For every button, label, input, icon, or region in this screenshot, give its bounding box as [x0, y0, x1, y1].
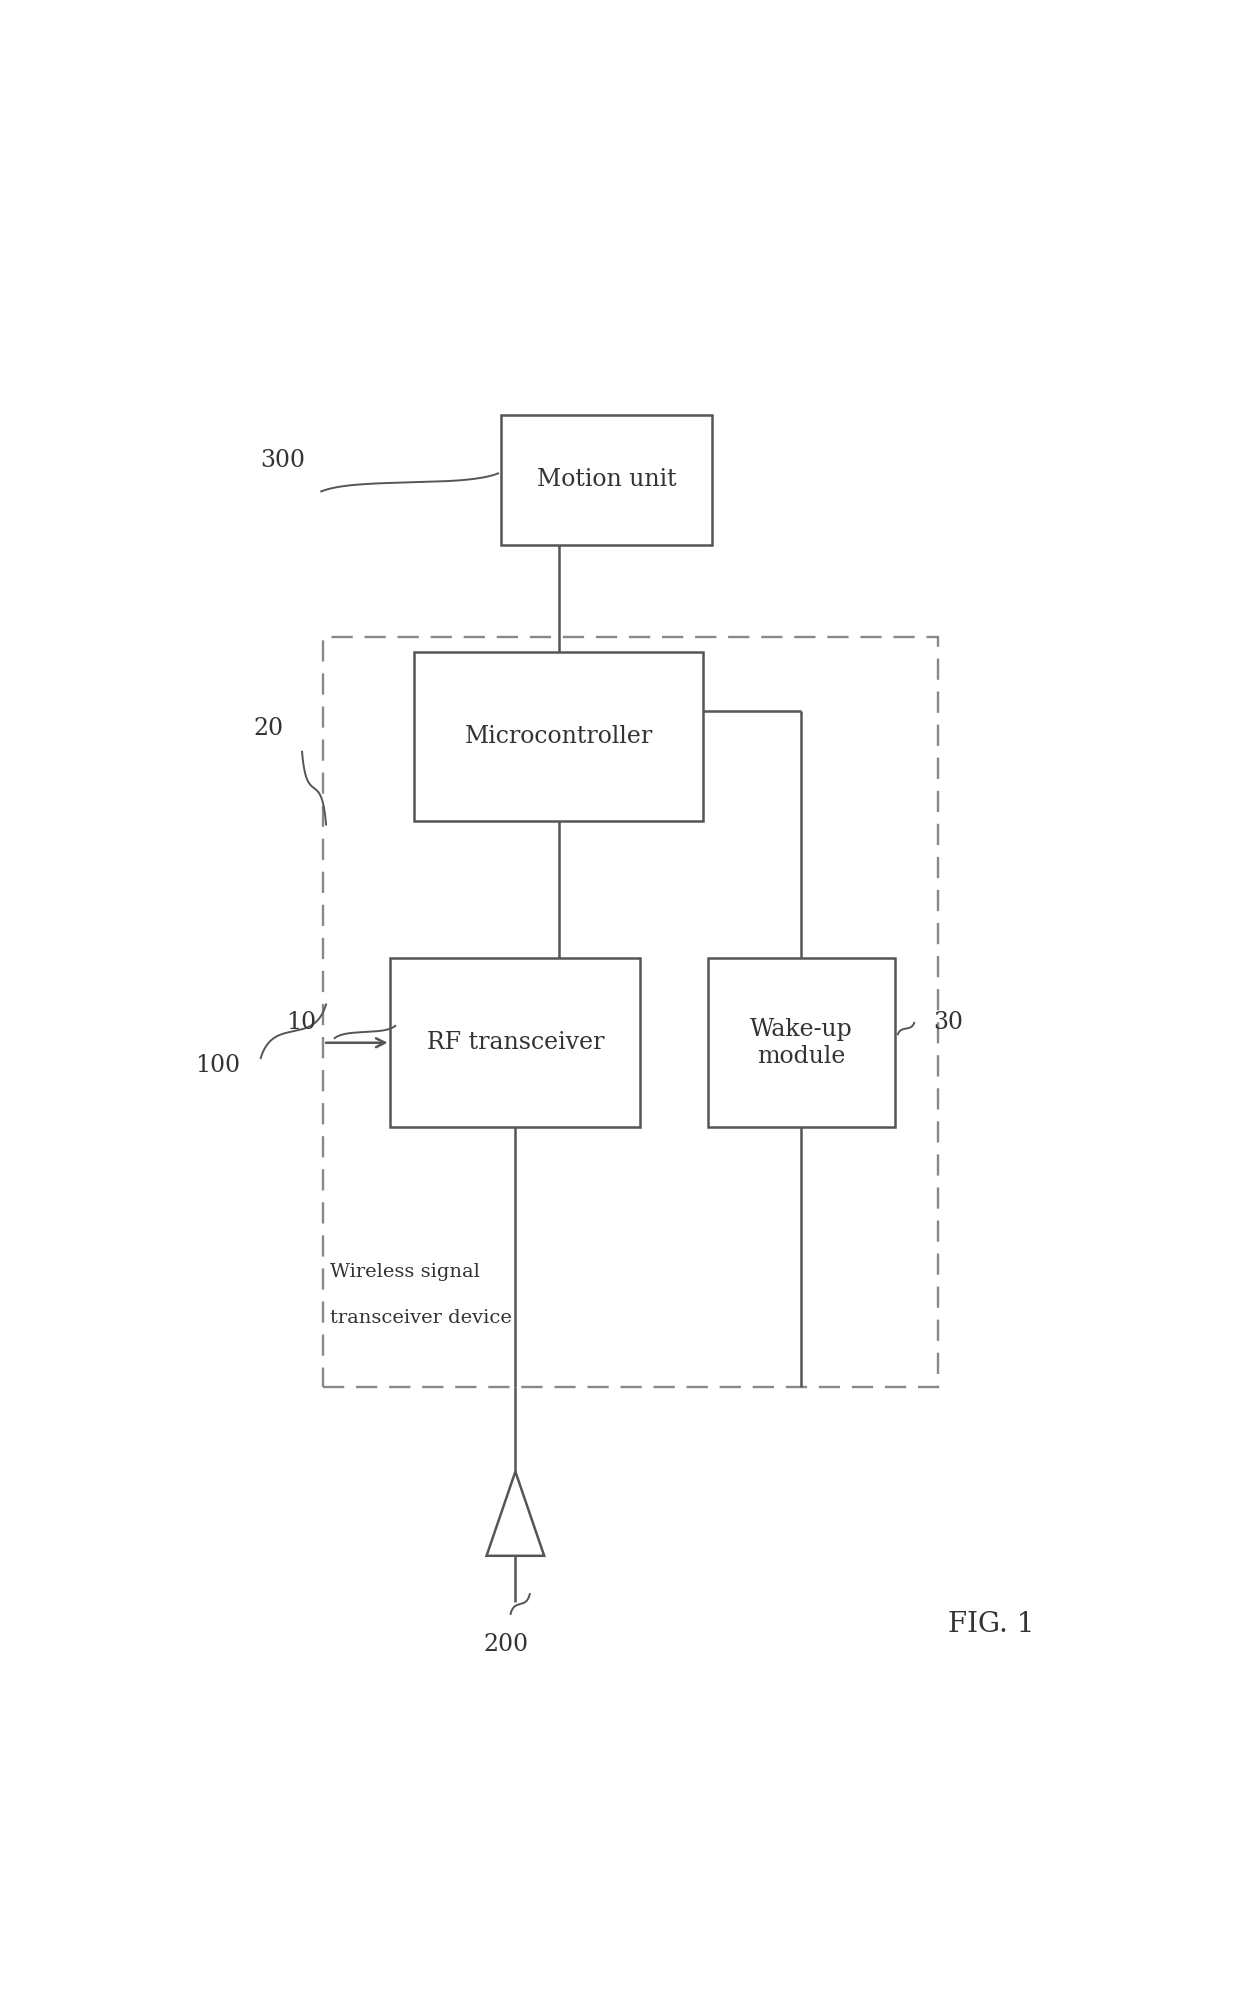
Text: 200: 200	[484, 1633, 528, 1657]
Text: Wireless signal: Wireless signal	[330, 1263, 480, 1281]
Text: Wake-up
module: Wake-up module	[750, 1018, 853, 1068]
Text: RF transceiver: RF transceiver	[427, 1030, 604, 1054]
Text: transceiver device: transceiver device	[330, 1309, 512, 1327]
Text: 10: 10	[286, 1010, 316, 1034]
Text: 20: 20	[253, 718, 284, 740]
Text: 100: 100	[195, 1054, 241, 1078]
Bar	[324, 636, 939, 1388]
Text: FIG. 1: FIG. 1	[947, 1611, 1034, 1639]
Text: Motion unit: Motion unit	[537, 467, 677, 491]
Bar	[708, 959, 895, 1128]
Bar	[501, 416, 712, 545]
Text: 30: 30	[932, 1010, 962, 1034]
Text: Microcontroller: Microcontroller	[465, 724, 652, 748]
Bar	[391, 959, 640, 1128]
Bar	[414, 652, 703, 821]
Text: 300: 300	[260, 450, 305, 471]
